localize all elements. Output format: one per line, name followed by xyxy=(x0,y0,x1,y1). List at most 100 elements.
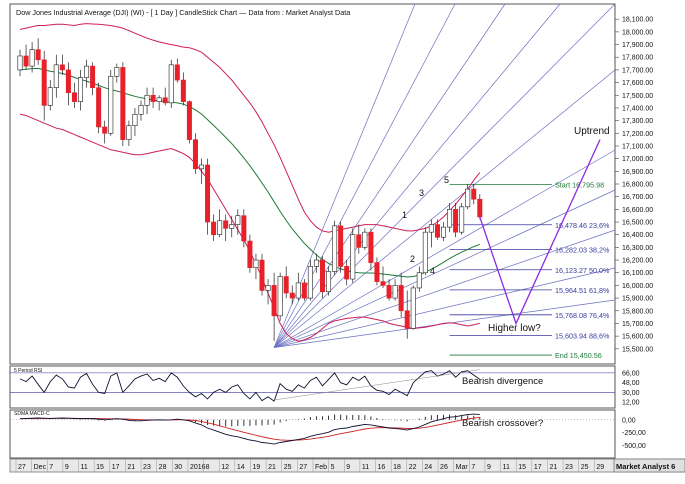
candle-body xyxy=(138,105,144,115)
price-tick-label: 17,200.00 xyxy=(622,131,653,138)
candle-body xyxy=(223,220,229,229)
candle-body xyxy=(235,215,241,225)
price-tick-label: 17,000.00 xyxy=(622,156,653,163)
macd-tick-label: -250,00 xyxy=(622,430,646,437)
candle-body xyxy=(96,87,102,128)
annotation-label: 4 xyxy=(430,266,435,276)
candle-body xyxy=(17,55,23,71)
fib-level-label: 15,964.51 61,8% xyxy=(555,286,610,295)
fan-line xyxy=(273,69,616,348)
price-tick-label: 15,800.00 xyxy=(622,308,653,315)
candle-body xyxy=(350,234,356,280)
price-tick-label: 16,000.00 xyxy=(622,283,653,290)
moving-average-line xyxy=(19,67,480,278)
candle-body xyxy=(59,64,65,71)
candle-body xyxy=(41,59,47,106)
price-tick-label: 15,500.00 xyxy=(622,346,653,353)
candle-body xyxy=(410,287,416,329)
candlesticks xyxy=(17,38,483,342)
candle-body xyxy=(217,220,223,236)
candle-body xyxy=(180,79,186,102)
date-label: 11 xyxy=(362,464,369,471)
date-label: 18 xyxy=(393,464,401,471)
macd-tick-label: -500,00 xyxy=(622,443,646,450)
candle-body xyxy=(108,75,114,134)
date-label: 9 xyxy=(487,464,491,471)
price-tick-label: 16,400.00 xyxy=(622,232,653,239)
date-label: 2016 xyxy=(190,464,206,471)
candle-body xyxy=(29,49,35,67)
candle-body xyxy=(162,97,168,104)
brand-box xyxy=(613,458,685,473)
date-label: 9 xyxy=(346,464,350,471)
candle-body xyxy=(428,224,434,233)
date-label: 16 xyxy=(378,464,386,471)
candle-body xyxy=(84,65,90,78)
candle-body xyxy=(150,94,156,102)
price-tick-label: 18,100.00 xyxy=(622,17,653,24)
candle-body xyxy=(277,276,283,317)
fib-level-label: End 15,450.56 xyxy=(555,351,602,360)
rsi-panel-title: 5 Period RSI xyxy=(14,368,42,374)
candle-body xyxy=(211,221,217,236)
fib-level-label: 16,282.03 38,2% xyxy=(555,246,610,255)
date-label: 30 xyxy=(174,464,182,471)
date-label: 24 xyxy=(424,464,432,471)
candle-body xyxy=(253,259,259,268)
fib-level-label: 15,768.08 76,4% xyxy=(555,311,610,320)
candle-body xyxy=(453,209,459,233)
price-tick-label: 16,600.00 xyxy=(622,207,653,214)
price-tick-label: 16,900.00 xyxy=(622,169,653,176)
date-label: Dec xyxy=(34,464,47,471)
macd-panel: 0,00 -250,00 -500,00 xyxy=(10,413,646,450)
date-label: 21 xyxy=(268,464,276,471)
rsi-panel: 12,00 30,00 48,00 66,00 xyxy=(10,369,640,407)
rsi-panel-frame xyxy=(9,365,616,409)
fib-level-label: 16,478.46 23,6% xyxy=(555,221,610,230)
candle-body xyxy=(156,97,162,102)
candle-body xyxy=(53,64,59,88)
annotation-label: Higher low? xyxy=(488,323,541,334)
candle-body xyxy=(259,259,265,291)
price-tick-label: 18,000.00 xyxy=(622,29,653,36)
price-tick-label: 16,800.00 xyxy=(622,182,653,189)
chart-title: Dow Jones Industrial Average (DJI) (WI) … xyxy=(16,8,350,17)
fib-level-label: 16,123.27 50,0% xyxy=(555,266,610,275)
date-label: 11 xyxy=(81,464,88,471)
candle-body xyxy=(313,259,319,267)
date-labels: 27 Dec 7 9 11 15 17 21 23 28 30 2016 8 12 14 19 21 25 27 Fe… xyxy=(15,459,604,472)
rsi-divergence-line xyxy=(274,369,480,401)
annotation-label: 3 xyxy=(419,188,424,198)
candle-body xyxy=(192,139,198,170)
candle-body xyxy=(126,125,132,140)
price-tick-label: 17,800.00 xyxy=(622,55,653,62)
price-tick-label: 17,100.00 xyxy=(622,143,653,150)
candle-body xyxy=(398,285,404,312)
price-tick-label: 17,600.00 xyxy=(622,80,653,87)
date-label: 25 xyxy=(284,464,292,471)
candle-body xyxy=(422,231,428,274)
candle-body xyxy=(332,225,338,272)
candle-body xyxy=(132,113,138,126)
fan-line xyxy=(273,229,616,348)
candle-body xyxy=(404,310,410,329)
candle-body xyxy=(90,65,96,88)
price-tick-label: 16,200.00 xyxy=(622,258,653,265)
price-axis: 15,500.00 15,600.00 15,700.00 15,800.00 15,9… xyxy=(615,17,653,353)
candle-body xyxy=(301,282,307,299)
price-tick-label: 15,700.00 xyxy=(622,321,653,328)
rsi-annotation: Bearish divergence xyxy=(462,376,543,387)
price-tick-label: 15,600.00 xyxy=(622,334,653,341)
date-label: 22 xyxy=(409,464,417,471)
candle-body xyxy=(344,266,350,280)
date-label: 27 xyxy=(299,464,307,471)
date-label: 7 xyxy=(49,464,53,471)
date-label: 5 xyxy=(331,464,335,471)
candle-body xyxy=(199,164,205,170)
candle-body xyxy=(471,188,477,200)
candle-body xyxy=(174,64,180,81)
macd-tick-label: 0,00 xyxy=(622,417,636,424)
date-label: 9 xyxy=(65,464,69,471)
date-label: 23 xyxy=(143,464,151,471)
